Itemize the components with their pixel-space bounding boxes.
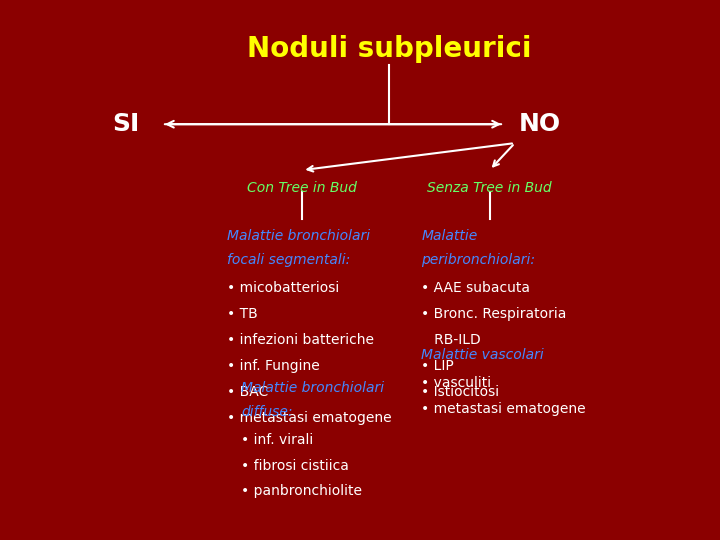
Text: • AAE subacuta: • AAE subacuta — [421, 281, 530, 295]
Text: • BAC: • BAC — [227, 385, 268, 399]
Text: • Istiocitosi: • Istiocitosi — [421, 385, 500, 399]
Text: NO: NO — [518, 112, 561, 136]
Text: • TB: • TB — [227, 307, 258, 321]
Text: • vasculiti: • vasculiti — [421, 376, 491, 390]
Text: • infezioni batteriche: • infezioni batteriche — [227, 333, 374, 347]
Text: diffuse:: diffuse: — [241, 404, 293, 418]
Text: Malattie: Malattie — [421, 230, 477, 244]
Text: focali segmentali:: focali segmentali: — [227, 253, 350, 267]
Text: • metastasi ematogene: • metastasi ematogene — [227, 411, 392, 425]
Text: Senza Tree in Bud: Senza Tree in Bud — [427, 181, 552, 195]
Text: • inf. Fungine: • inf. Fungine — [227, 359, 320, 373]
Text: Malattie vascolari: Malattie vascolari — [421, 348, 544, 362]
Text: • fibrosi cistiica: • fibrosi cistiica — [241, 458, 349, 472]
Text: Malattie bronchiolari: Malattie bronchiolari — [227, 230, 370, 244]
Text: • metastasi ematogene: • metastasi ematogene — [421, 402, 586, 416]
Text: • LIP: • LIP — [421, 359, 454, 373]
Text: • micobatteriosi: • micobatteriosi — [227, 281, 339, 295]
Text: SI: SI — [112, 112, 140, 136]
Text: peribronchiolari:: peribronchiolari: — [421, 253, 535, 267]
Text: Malattie bronchiolari: Malattie bronchiolari — [241, 381, 384, 395]
Text: • panbronchiolite: • panbronchiolite — [241, 484, 362, 498]
Text: Noduli subpleurici: Noduli subpleurici — [246, 35, 531, 63]
Text: • Bronc. Respiratoria: • Bronc. Respiratoria — [421, 307, 567, 321]
Text: Con Tree in Bud: Con Tree in Bud — [248, 181, 357, 195]
Text: RB-ILD: RB-ILD — [421, 333, 481, 347]
Text: • inf. virali: • inf. virali — [241, 433, 313, 447]
